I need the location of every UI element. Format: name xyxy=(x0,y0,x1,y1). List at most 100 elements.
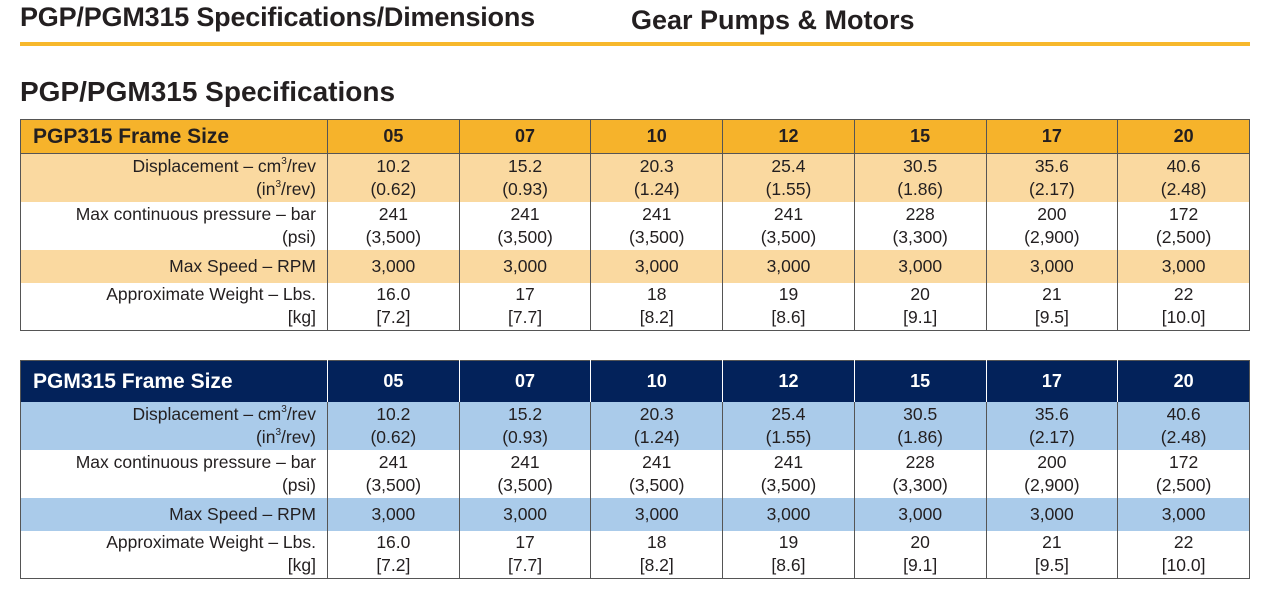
cell-line: (3,500) xyxy=(629,226,685,247)
table-row: Max continuous pressure – bar (psi) 241 (3,… xyxy=(21,449,1250,498)
table-cell: 10.2 (0.62) xyxy=(327,153,460,202)
cell-line: Displacement – cm3/rev xyxy=(132,155,316,176)
cell-line: 16.0 xyxy=(376,284,411,305)
cell-line: [7.2] xyxy=(376,307,411,328)
table-row: Max Speed – RPM 3,000 3,000 3,000 3,000 3,000… xyxy=(20,497,1250,531)
table-cell: 241 (3,500) xyxy=(458,201,591,250)
cell-line: (3,500) xyxy=(760,474,817,495)
cell-line: (in3/rev) xyxy=(255,178,316,199)
cell-line: (0.93) xyxy=(502,178,548,199)
cell-line: [7.7] xyxy=(508,307,543,328)
cell-line: 35.6 xyxy=(1034,403,1069,424)
cell-line: (0.62) xyxy=(370,178,417,199)
cell-line: Approximate Weight – Lbs. xyxy=(106,532,316,553)
cell-line: (1.55) xyxy=(765,178,812,199)
table-cell: 21 [9.5] xyxy=(985,530,1118,579)
cell-line: 10.2 xyxy=(376,403,411,424)
table-header-row: PGP315 Frame Size 05 07 10 12 15 17 20 xyxy=(20,119,1250,154)
table-cell: 22 [10.0] xyxy=(1117,282,1250,331)
column-header-frame-12: 12 xyxy=(722,360,855,402)
table-cell: 18 [8.2] xyxy=(590,282,723,331)
cell-line: (2,900) xyxy=(1024,474,1080,495)
table-cell: 16.0 [7.2] xyxy=(327,282,460,331)
table-cell: 3,000 xyxy=(590,249,723,283)
column-header-frame-17: 17 xyxy=(985,119,1118,154)
cell-line: 3,000 xyxy=(766,503,811,524)
cell-line: [10.0] xyxy=(1161,555,1206,576)
cell-line: (1.86) xyxy=(897,426,944,447)
table-cell: 17 [7.7] xyxy=(458,282,591,331)
row-label: Displacement – cm3/rev (in3/rev) xyxy=(21,154,328,202)
cell-line: 19 xyxy=(778,532,799,553)
cell-line: (3,500) xyxy=(497,474,553,495)
cell-line: 228 xyxy=(905,451,935,472)
cell-line: 20.3 xyxy=(639,155,674,176)
cell-line: [8.6] xyxy=(771,555,806,576)
cell-line: 241 xyxy=(510,203,540,224)
cell-line: Max continuous pressure – bar xyxy=(75,451,316,472)
pgm315-spec-table: PGM315 Frame Size 05 07 10 12 15 17 20 Displace… xyxy=(20,360,1250,579)
cell-line: (psi) xyxy=(281,474,316,495)
cell-line: 3,000 xyxy=(1161,503,1206,524)
table-cell: 241 (3,500) xyxy=(327,201,460,250)
table-cell: 15.2 (0.93) xyxy=(458,153,591,202)
cell-line: [7.7] xyxy=(508,555,543,576)
column-header-frame-05: 05 xyxy=(327,119,460,154)
table-row: Approximate Weight – Lbs. [kg] 16.0 [7.2] 17… xyxy=(21,530,1250,579)
cell-line: (3,500) xyxy=(760,226,817,247)
cell-line: [9.5] xyxy=(1034,307,1069,328)
table-cell: 40.6 (2.48) xyxy=(1117,401,1250,450)
cell-line: 17 xyxy=(515,532,535,553)
cell-line: 241 xyxy=(773,203,804,224)
cell-line: 3,000 xyxy=(1029,503,1074,524)
column-header-frame-10: 10 xyxy=(590,119,723,154)
page-title: PGP/PGM315 Specifications/Dimensions xyxy=(20,2,535,32)
cell-line: 20 xyxy=(910,532,930,553)
cell-line: 241 xyxy=(510,451,540,472)
pgp315-spec-table: PGP315 Frame Size 05 07 10 12 15 17 20 Displace… xyxy=(20,119,1250,331)
cell-line: 3,000 xyxy=(371,503,416,524)
cell-line: (3,500) xyxy=(629,474,685,495)
column-header-frame-20: 20 xyxy=(1117,119,1250,154)
cell-line: 241 xyxy=(642,451,672,472)
table-cell: 228 (3,300) xyxy=(853,449,987,498)
table-cell: 20 [9.1] xyxy=(853,530,987,579)
cell-line: 241 xyxy=(773,451,804,472)
cell-line: 3,000 xyxy=(898,255,943,276)
cell-line: [9.1] xyxy=(903,555,938,576)
cell-line: (3,300) xyxy=(892,226,948,247)
cell-line: 20 xyxy=(910,284,930,305)
table-cell: 3,000 xyxy=(458,249,591,283)
table-cell: 3,000 xyxy=(590,497,723,531)
cell-line: Max Speed – RPM xyxy=(169,255,316,276)
cell-line: (3,300) xyxy=(892,474,948,495)
table-cell: 3,000 xyxy=(722,249,855,283)
table-cell: 20.3 (1.24) xyxy=(590,153,723,202)
table-cell: 16.0 [7.2] xyxy=(327,530,460,579)
table-row: Displacement – cm3/rev (in3/rev) 10.2 (0.62… xyxy=(20,153,1250,202)
cell-line: [9.1] xyxy=(903,307,938,328)
cell-line: (in3/rev) xyxy=(255,426,316,447)
table-cell: 40.6 (2.48) xyxy=(1117,153,1250,202)
column-header-frame-15: 15 xyxy=(853,119,987,154)
cell-line: Max continuous pressure – bar xyxy=(75,203,316,224)
cell-line: (1.86) xyxy=(897,178,944,199)
cell-line: 30.5 xyxy=(903,155,938,176)
row-label: Max continuous pressure – bar (psi) xyxy=(21,450,328,498)
table-cell: 200 (2,900) xyxy=(985,201,1118,250)
column-header-frame-15: 15 xyxy=(853,360,987,402)
table-cell: 30.5 (1.86) xyxy=(853,401,987,450)
cell-line: [8.2] xyxy=(639,555,674,576)
table-cell: 3,000 xyxy=(327,497,460,531)
cell-line: [7.2] xyxy=(376,555,411,576)
table-cell: 25.4 (1.55) xyxy=(722,153,855,202)
cell-line: Displacement – cm3/rev xyxy=(132,403,316,424)
cell-line: 18 xyxy=(647,284,667,305)
column-header-frame-12: 12 xyxy=(722,119,855,154)
table-row: Max Speed – RPM 3,000 3,000 3,000 3,000 3,000… xyxy=(20,249,1250,283)
column-header-frame-07: 07 xyxy=(458,119,591,154)
cell-line: [kg] xyxy=(287,307,316,328)
table-header-row: PGM315 Frame Size 05 07 10 12 15 17 20 xyxy=(20,360,1250,402)
cell-line: (2,500) xyxy=(1155,226,1212,247)
specifications-heading: PGP/PGM315 Specifications xyxy=(20,76,396,107)
